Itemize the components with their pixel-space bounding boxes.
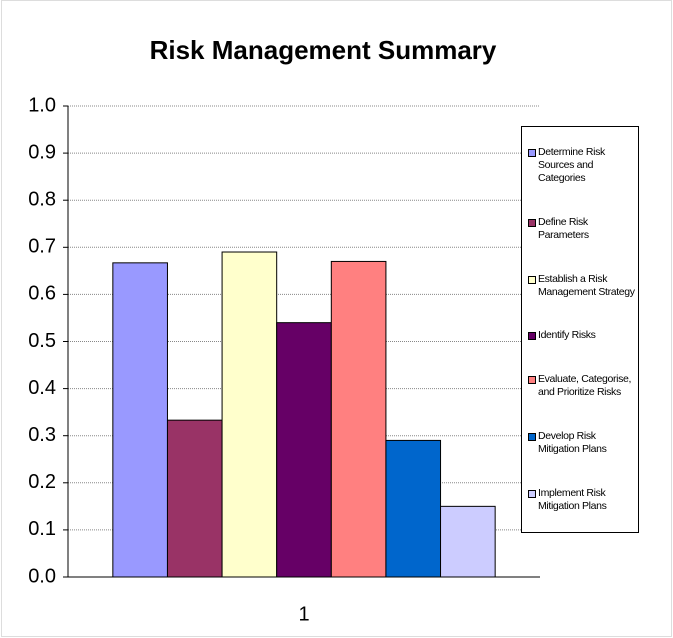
- legend-swatch: [528, 432, 536, 441]
- legend-entry: Develop Risk Mitigation Plans: [528, 430, 636, 456]
- legend-swatch: [528, 149, 536, 158]
- legend-entry: Evaluate, Categorise, and Prioritize Ris…: [528, 373, 636, 399]
- legend-label: Define Risk Parameters: [538, 216, 589, 242]
- legend-swatch: [528, 332, 536, 341]
- legend-entry: Identify Risks: [528, 329, 636, 342]
- y-tick-label: 0.6: [28, 283, 56, 305]
- legend-swatch: [528, 376, 536, 385]
- y-tick-label: 0.8: [28, 188, 56, 210]
- legend-label: Develop Risk Mitigation Plans: [538, 429, 607, 455]
- legend-label: Implement Risk Mitigation Plans: [538, 486, 607, 512]
- legend-entry: Define Risk Parameters: [528, 216, 636, 242]
- bar: [330, 260, 387, 578]
- bar: [166, 419, 223, 578]
- y-tick-label: 0.1: [28, 518, 56, 540]
- legend-swatch: [528, 219, 536, 228]
- y-tick-label: 0.2: [28, 471, 56, 493]
- legend: Determine Risk Sources and Categories Def…: [521, 126, 639, 533]
- legend-label: Determine Risk Sources and Categories: [538, 146, 605, 185]
- legend-label: Evaluate, Categorise, and Prioritize Ris…: [538, 373, 632, 399]
- x-tick-label: 1: [298, 603, 309, 625]
- y-tick-label: 0.0: [28, 565, 56, 587]
- bar: [440, 505, 496, 578]
- bar: [221, 251, 278, 578]
- bar: [276, 322, 332, 578]
- y-tick-label: 0.7: [28, 236, 56, 258]
- bar: [112, 262, 168, 578]
- legend-entry: Determine Risk Sources and Categories: [528, 146, 636, 185]
- bar: [385, 439, 442, 578]
- chart-title: Risk Management Summary: [150, 35, 497, 65]
- y-tick-label: 0.3: [28, 424, 56, 446]
- legend-swatch: [528, 275, 536, 284]
- legend-entry: Establish a Risk Management Strategy: [528, 273, 636, 299]
- y-tick-label: 0.4: [28, 377, 56, 399]
- legend-label: Identify Risks: [538, 329, 596, 342]
- legend-label: Establish a Risk Management Strategy: [538, 272, 635, 298]
- legend-swatch: [528, 489, 536, 498]
- y-tick-label: 1.0: [28, 94, 56, 116]
- y-tick-label: 0.5: [28, 330, 56, 352]
- legend-entry: Implement Risk Mitigation Plans: [528, 487, 636, 513]
- y-tick-label: 0.9: [28, 141, 56, 163]
